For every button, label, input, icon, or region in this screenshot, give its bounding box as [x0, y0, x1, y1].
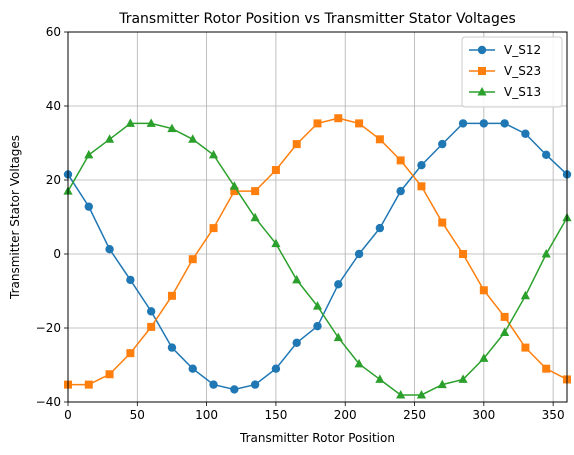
data-point-v-s13: [167, 123, 177, 133]
data-point-v-s12: [271, 364, 281, 373]
data-point-v-s23: [417, 182, 426, 191]
data-point-v-s13: [375, 374, 385, 383]
data-point-v-s23: [521, 343, 530, 352]
data-point-v-s12: [375, 223, 385, 233]
data-point-v-s13: [500, 327, 510, 336]
data-point-v-s13: [146, 118, 156, 127]
y-axis-label: Transmitter Stator Voltages: [8, 135, 22, 300]
x-tick-label: 350: [542, 408, 565, 422]
legend-marker-v-s12: [477, 45, 487, 55]
data-point-v-s12: [500, 119, 509, 128]
data-point-v-s23: [105, 370, 114, 379]
data-point-v-s12: [105, 244, 114, 254]
data-point-v-s23: [396, 156, 405, 165]
data-point-v-s12: [396, 186, 405, 196]
data-point-v-s23: [355, 119, 364, 128]
data-point-v-s13: [458, 374, 468, 383]
y-tick-label: 60: [46, 25, 61, 39]
data-point-v-s13: [125, 118, 135, 127]
data-point-v-s12: [146, 307, 156, 316]
data-point-v-s12: [334, 280, 343, 289]
data-point-v-s13: [84, 149, 94, 159]
y-tick-label: −20: [36, 321, 61, 335]
data-point-v-s12: [438, 139, 447, 149]
data-point-v-s12: [458, 119, 468, 128]
tick-layer: 0 50 100 150 200 250 300 350 −40 −20 0 20 40 60: [36, 25, 565, 422]
data-point-v-s13: [416, 389, 427, 399]
y-tick-label: 20: [46, 173, 61, 187]
data-point-v-s13: [541, 249, 551, 258]
data-point-v-s12: [354, 249, 364, 259]
data-point-v-s12: [250, 380, 260, 389]
data-point-v-s12: [167, 343, 177, 352]
y-tick-label: −40: [36, 395, 61, 409]
legend-label-v-s12: V_S12: [504, 43, 541, 57]
x-tick-label: 150: [264, 408, 287, 422]
data-point-v-s23: [126, 349, 135, 358]
x-tick-label: 50: [130, 408, 145, 422]
chart-title: Transmitter Rotor Position vs Transmitte…: [118, 11, 516, 27]
data-point-v-s12: [417, 161, 426, 170]
data-point-v-s13: [188, 134, 198, 143]
data-point-v-s23: [438, 218, 447, 227]
data-point-v-s13: [479, 353, 489, 362]
data-point-v-s12: [542, 150, 551, 160]
data-point-v-s23: [542, 364, 551, 373]
y-tick-label: 0: [53, 247, 61, 261]
x-axis-label: Transmitter Rotor Position: [239, 431, 395, 445]
x-tick-label: 250: [403, 408, 426, 422]
data-point-v-s13: [312, 301, 323, 310]
legend-marker-v-s13: [477, 87, 487, 96]
data-point-v-s12: [84, 202, 93, 211]
data-point-v-s23: [147, 322, 156, 331]
data-point-v-s23: [84, 380, 93, 389]
data-point-v-s13: [229, 181, 239, 190]
data-point-v-s13: [437, 379, 447, 389]
data-point-v-s23: [479, 286, 488, 295]
data-point-v-s23: [313, 119, 322, 128]
data-point-v-s13: [250, 212, 260, 222]
plot-frame: [67, 31, 568, 403]
legend: V_S12 V_S23 V_S13: [461, 36, 563, 108]
data-point-v-s13: [208, 149, 219, 159]
data-point-v-s23: [167, 291, 176, 300]
x-tick-label: 0: [64, 408, 72, 422]
data-point-v-s13: [354, 358, 364, 368]
data-point-v-s23: [230, 187, 239, 196]
data-point-v-s12: [126, 275, 135, 285]
data-point-v-s13: [292, 274, 302, 284]
data-point-v-s23: [209, 224, 218, 233]
data-point-v-s23: [500, 312, 509, 321]
data-point-v-s13: [104, 134, 115, 143]
legend-label-v-s13: V_S13: [504, 85, 541, 99]
data-point-v-s23: [375, 135, 384, 144]
x-tick-label: 200: [334, 408, 357, 422]
data-point-v-s13: [271, 238, 281, 248]
x-tick-label: 300: [472, 408, 495, 422]
legend-label-v-s23: V_S23: [504, 64, 541, 78]
data-point-v-s13: [520, 290, 531, 300]
x-tick-label: 100: [195, 408, 218, 422]
data-point-v-s23: [271, 166, 280, 175]
data-point-v-s13: [333, 332, 343, 342]
series-layer: [63, 114, 572, 399]
data-point-v-s12: [479, 119, 489, 128]
data-point-v-s12: [292, 338, 301, 347]
data-point-v-s12: [188, 364, 197, 373]
y-tick-label: 40: [46, 99, 61, 113]
data-point-v-s12: [521, 129, 530, 138]
data-point-v-s23: [251, 187, 260, 196]
data-point-v-s12: [313, 321, 322, 331]
data-point-v-s12: [230, 385, 239, 394]
data-point-v-s23: [459, 250, 468, 258]
data-point-v-s23: [188, 255, 197, 264]
data-point-v-s23: [334, 114, 343, 123]
legend-marker-v-s23: [478, 67, 486, 75]
legend-frame: [461, 36, 563, 108]
data-point-v-s12: [209, 380, 218, 389]
data-point-v-s13: [396, 389, 406, 399]
data-point-v-s23: [292, 140, 301, 149]
